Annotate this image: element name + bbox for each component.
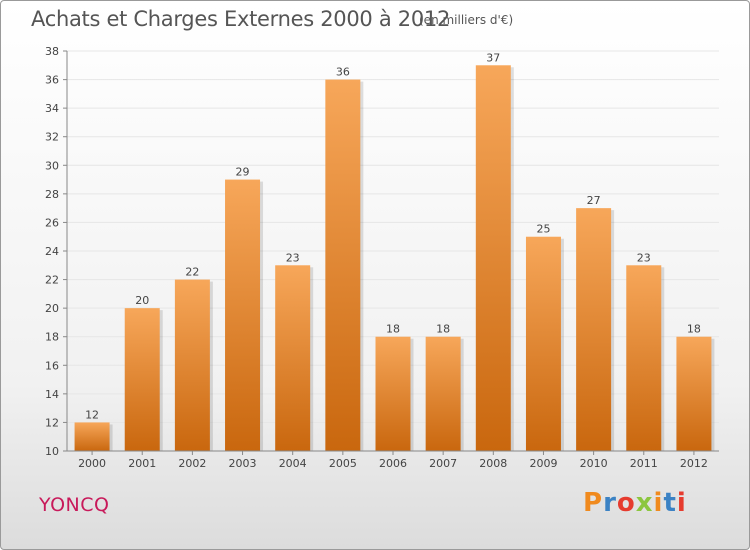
bar-value-label: 29 [236,166,250,179]
bar-value-label: 27 [587,194,601,207]
bar-value-label: 12 [85,408,99,421]
y-tick-label: 26 [45,216,59,229]
axes: 10 12 14 16 18 20 22 24 26 28 30 32 34 36 38 2000 2001 20… [45,45,719,470]
x-tick-label: 2002 [178,457,206,470]
logo-letter: i [653,488,664,518]
bar [124,308,160,451]
x-tick-label: 2000 [78,457,106,470]
y-tick-label: 22 [45,274,59,287]
x-tick-label: 2001 [128,457,156,470]
x-tick-label: 2009 [529,457,557,470]
x-tick-label: 2008 [479,457,507,470]
x-tick-label: 2011 [630,457,658,470]
y-tick-label: 24 [45,245,59,258]
bar [425,336,461,451]
y-tick-label: 14 [45,388,59,401]
logo-letter: P [583,488,604,518]
logo-letter: r [603,488,617,518]
bar [525,236,561,451]
bar-value-label: 23 [637,251,651,264]
y-tick-label: 20 [45,302,59,315]
bar-value-label: 25 [536,223,550,236]
bars [74,65,715,452]
y-tick-label: 30 [45,159,59,172]
x-tick-label: 2010 [580,457,608,470]
chart-title: Achats et Charges Externes 2000 à 2012 [31,7,451,31]
x-tick-label: 2003 [229,457,257,470]
town-name: YONCQ [39,494,110,516]
bar-value-label: 18 [687,323,701,336]
bar [325,79,361,452]
bar-value-label: 37 [486,51,500,64]
y-tick-label: 10 [45,445,59,458]
bar [576,208,612,451]
bar [475,65,511,452]
bar [275,265,311,451]
bar [74,422,110,451]
x-tick-label: 2004 [279,457,307,470]
x-tick-label: 2012 [680,457,708,470]
bar [626,265,662,451]
x-tick-label: 2005 [329,457,357,470]
bar-value-label: 20 [135,294,149,307]
y-tick-label: 36 [45,74,59,87]
proxiti-logo[interactable]: Proxiti [583,488,687,518]
logo-letter: i [676,488,687,518]
bar-value-label: 23 [286,251,300,264]
y-tick-label: 38 [45,45,59,58]
chart-unit: (en milliers d'€) [419,13,514,27]
logo-letter: o [616,488,636,518]
bar [676,336,712,451]
bar [174,279,210,451]
logo-letter: x [635,488,654,518]
y-tick-label: 32 [45,131,59,144]
bar-value-label: 18 [386,323,400,336]
x-tick-label: 2006 [379,457,407,470]
bar-value-label: 36 [336,66,350,79]
y-tick-label: 34 [45,102,59,115]
y-tick-label: 16 [45,359,59,372]
logo-letter: t [663,488,677,518]
bar-value-label: 22 [185,266,199,279]
y-tick-label: 12 [45,416,59,429]
x-tick-label: 2007 [429,457,457,470]
bar-value-label: 18 [436,323,450,336]
y-tick-label: 28 [45,188,59,201]
bar [225,179,261,452]
bar [375,336,411,451]
y-tick-label: 18 [45,331,59,344]
labels: 12 20 22 29 23 36 18 18 37 25 27 23 18 [85,51,701,421]
